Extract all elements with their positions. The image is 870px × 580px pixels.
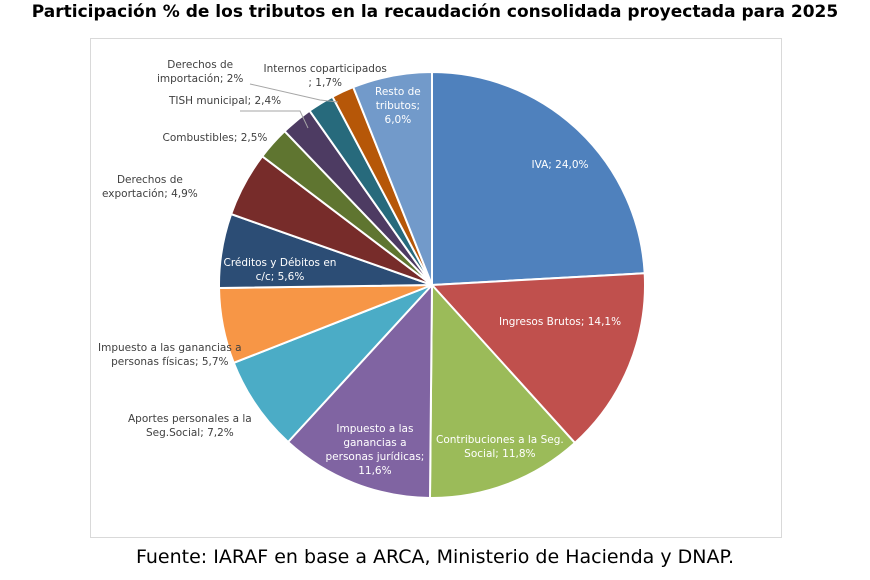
data-label: Derechos de importación; 2% xyxy=(157,59,244,85)
leader-line xyxy=(240,110,309,129)
data-label: TISH municipal; 2,4% xyxy=(169,95,282,107)
pie-slice-3 xyxy=(286,282,434,499)
data-label: Internos coparticipados ; 1,7% xyxy=(263,63,387,89)
data-label: Combustibles; 2,5% xyxy=(162,132,268,144)
data-label: Impuesto a las ganancias a personas físi… xyxy=(98,342,242,368)
chart-area xyxy=(90,38,782,538)
pie-slice-1 xyxy=(429,272,646,445)
data-label: Resto de tributos; 6,0% xyxy=(375,86,421,126)
data-label: Aportes personales a la Seg.Social; 7,2% xyxy=(128,413,252,439)
data-label: Créditos y Débitos en c/c; 5,6% xyxy=(223,257,337,283)
pie-slice-0 xyxy=(431,70,646,287)
pie-slice-12 xyxy=(351,70,433,286)
leader-line xyxy=(249,83,339,103)
data-label: Derechos de exportación; 4,9% xyxy=(102,174,198,200)
chart-title: Participación % de los tributos en la re… xyxy=(31,2,839,22)
data-label: Contribuciones a la Seg. Social; 11,8% xyxy=(436,434,564,460)
data-label: IVA; 24,0% xyxy=(531,159,589,171)
pie-slice-2 xyxy=(428,282,577,499)
data-label: Ingresos Brutos; 14,1% xyxy=(499,316,622,328)
chart-source: Fuente: IARAF en base a ARCA, Ministerio… xyxy=(136,546,734,568)
data-label: Impuesto a las ganancias a personas jurí… xyxy=(325,423,425,477)
